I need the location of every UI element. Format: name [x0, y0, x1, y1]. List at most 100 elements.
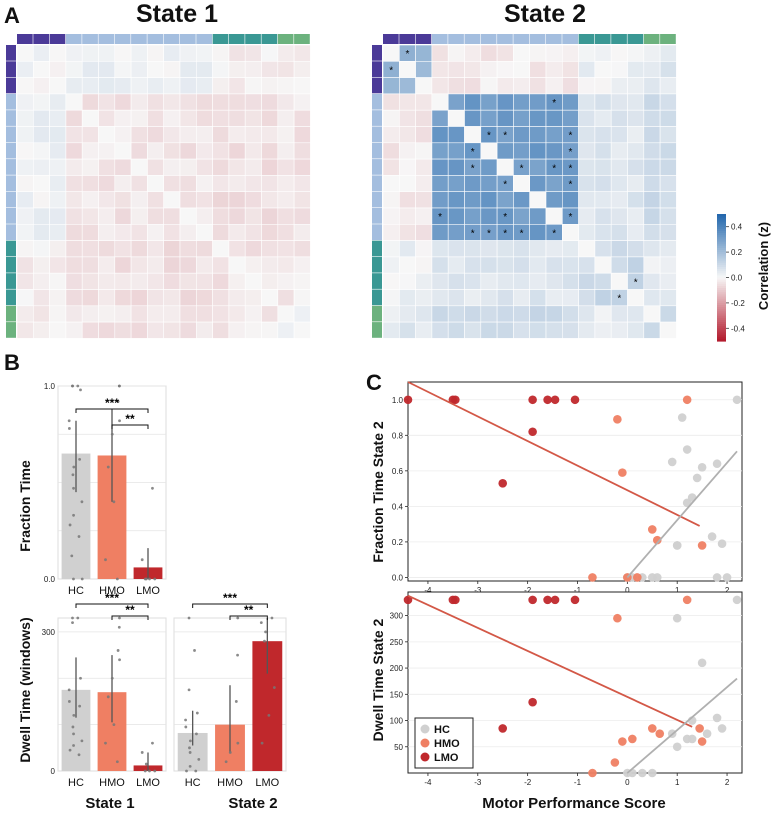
data-point — [71, 725, 75, 729]
colorbar-label: Correlation (z) — [756, 222, 771, 310]
colorbar-segment — [717, 328, 726, 332]
significance-label: ** — [244, 603, 254, 617]
heatmap-cell — [244, 60, 262, 78]
significance-bracket — [229, 615, 268, 620]
heatmap-cell — [261, 321, 279, 339]
heatmap-cell — [244, 175, 262, 192]
heatmap-cell — [529, 240, 547, 258]
heatmap-cell — [212, 207, 230, 225]
heatmap-cell — [293, 60, 311, 78]
heatmap-cell — [529, 60, 547, 78]
heatmap-cell — [163, 207, 181, 225]
heatmap-cell — [643, 175, 661, 192]
y-tick-label: 1.0 — [44, 382, 56, 391]
heatmap-cell — [610, 142, 628, 160]
data-point — [197, 758, 201, 761]
heatmap-cell — [464, 191, 482, 209]
data-point — [112, 723, 116, 727]
data-point — [118, 419, 121, 423]
data-point — [70, 554, 74, 558]
data-point — [104, 741, 107, 745]
heatmap-cell — [643, 191, 661, 209]
heatmap-cell — [594, 142, 612, 160]
heatmap-cell — [447, 272, 465, 290]
heatmap-cell — [464, 60, 482, 78]
heatmap-cell — [447, 93, 465, 111]
heatmap-cell — [16, 240, 34, 258]
heatmap-cell — [496, 256, 514, 274]
heatmap-cell — [545, 321, 563, 339]
heatmap-cell — [513, 305, 531, 323]
heatmap-cell — [627, 109, 645, 127]
heatmap-cell — [98, 240, 116, 258]
heatmap-cell — [293, 191, 311, 209]
y-tick-label: 50 — [394, 743, 403, 752]
heatmap-cell — [244, 77, 262, 95]
network-band-top — [594, 34, 611, 44]
heatmap-cell — [431, 44, 449, 62]
significance-label: *** — [223, 591, 237, 605]
heatmap-cell — [196, 93, 213, 111]
y-tick-label: 100 — [390, 717, 404, 726]
heatmap-cell — [98, 60, 116, 78]
heatmap-cell — [261, 158, 279, 176]
heatmap-cell — [49, 126, 67, 144]
data-point — [67, 688, 71, 692]
fit-line-lmo — [407, 381, 701, 527]
legend-marker-lmo — [420, 752, 430, 762]
heatmap-cell — [49, 289, 67, 307]
heatmap-cell — [561, 191, 579, 209]
scatter-point-hc — [732, 395, 742, 405]
panel-letter-c: C — [366, 370, 382, 395]
heatmap-cell — [228, 207, 246, 225]
data-point — [72, 465, 76, 469]
heatmap-cell — [212, 191, 230, 209]
heatmap-cell — [545, 272, 563, 290]
heatmap-cell — [147, 158, 164, 176]
heatmap-cell — [659, 93, 677, 111]
bar-chart-fraction-state1: 0.01.0HC HMO LMO***** — [44, 382, 167, 597]
data-point — [78, 704, 82, 708]
heatmap-cell — [627, 321, 645, 339]
heatmap-cell — [49, 142, 67, 160]
heatmap-cell — [447, 191, 465, 209]
heatmap-cell — [179, 142, 197, 160]
heatmap-cell — [529, 272, 547, 290]
heatmap-cell — [16, 224, 34, 241]
scatter-point-lmo — [570, 595, 580, 605]
colorbar-segment — [717, 283, 726, 287]
network-band-top — [464, 34, 481, 44]
colorbar-segment — [717, 218, 726, 221]
scatter-point-lmo — [403, 595, 413, 605]
heatmap-cell — [415, 60, 433, 78]
colorbar-segment — [717, 288, 726, 291]
heatmap-cell — [277, 191, 295, 209]
heatmap-cell — [196, 175, 213, 192]
network-band-top — [513, 34, 530, 44]
heatmap-cell — [130, 207, 148, 225]
network-band-left — [6, 256, 16, 273]
heatmap-cell — [179, 126, 197, 144]
heatmap-cell — [529, 321, 547, 339]
scatter-point-lmo — [570, 395, 580, 405]
heatmap-cell — [415, 109, 433, 127]
heatmap-cell — [32, 93, 50, 111]
network-band-top — [65, 34, 82, 44]
scatter-point-hc — [717, 539, 727, 548]
heatmap-cell — [610, 240, 628, 258]
heatmap-cell — [130, 109, 148, 127]
heatmap-cell — [179, 77, 197, 95]
significance-star: * — [568, 163, 572, 174]
data-point — [72, 732, 75, 736]
network-band-left — [6, 126, 16, 143]
colorbar-segment — [717, 275, 726, 279]
heatmap-cell — [196, 256, 213, 274]
heatmap-cell — [81, 60, 99, 78]
heatmap-cell — [16, 175, 34, 192]
heatmap-cell — [496, 191, 514, 209]
heatmap-cell — [32, 175, 50, 192]
heatmap-cell — [578, 272, 596, 290]
heatmap-cell — [179, 224, 197, 241]
network-band-top — [578, 34, 595, 44]
